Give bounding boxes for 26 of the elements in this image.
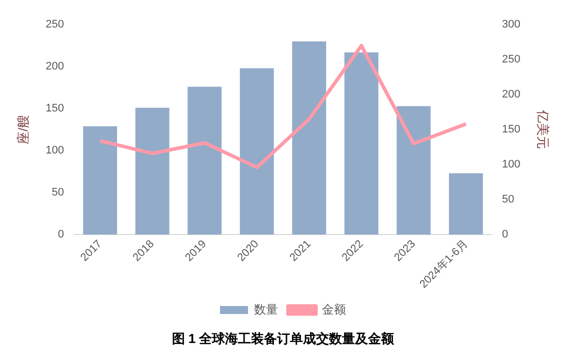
bar <box>83 126 118 235</box>
y-axis-title: 座/艘 <box>15 114 30 144</box>
bar <box>292 41 326 235</box>
y-tick-label: 100 <box>46 144 64 157</box>
y-tick-label: 250 <box>46 18 64 31</box>
bar <box>135 108 170 235</box>
bar <box>396 106 431 235</box>
y2-tick-label: 300 <box>502 18 520 31</box>
y-tick-label: 50 <box>52 186 64 199</box>
y-tick-label: 0 <box>58 228 64 241</box>
y2-tick-label: 100 <box>502 158 520 171</box>
bar <box>188 86 222 235</box>
y2-tick-label: 0 <box>502 228 508 241</box>
y2-axis-title: 亿美元 <box>536 109 551 150</box>
bar <box>448 173 483 235</box>
y2-tick-label: 150 <box>502 124 520 136</box>
legend-label: 金额 <box>322 302 346 316</box>
text: 图 1 全球海工装备订单成交数量及金额 <box>170 330 396 348</box>
y2-tick-label: 50 <box>502 194 514 206</box>
bar <box>240 68 274 235</box>
y2-tick-label: 200 <box>502 88 520 101</box>
y2-tick-label: 250 <box>502 54 520 66</box>
bar <box>344 52 378 235</box>
y-tick-label: 150 <box>46 102 64 115</box>
legend-label: 数量 <box>254 302 278 316</box>
y-tick-label: 200 <box>46 60 64 73</box>
